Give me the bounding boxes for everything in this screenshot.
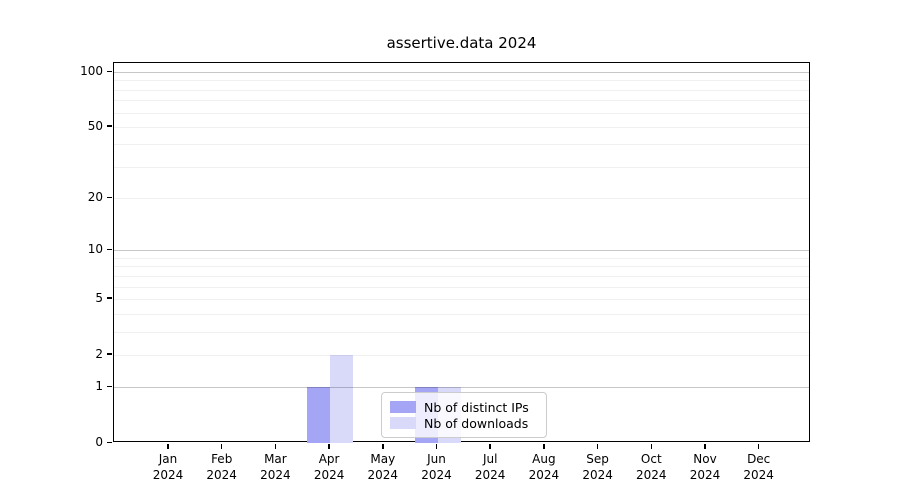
bar-apr-downloads xyxy=(330,354,354,443)
x-tick-mark-jan xyxy=(167,443,169,449)
x-tick-label-apr: Apr 2024 xyxy=(313,452,345,482)
x-tick-label-nov: Nov 2024 xyxy=(689,452,721,482)
x-tick-label-sep: Sep 2024 xyxy=(582,452,613,482)
legend-label: Nb of downloads xyxy=(424,415,529,431)
gridline-50 xyxy=(114,126,809,128)
gridline-40 xyxy=(114,144,809,146)
y-tick-mark-100 xyxy=(107,70,112,73)
gridline-3 xyxy=(114,331,809,333)
x-tick-label-feb: Feb 2024 xyxy=(206,452,237,482)
y-tick-label-5: 5 xyxy=(95,290,103,305)
x-tick-mark-apr xyxy=(328,443,330,449)
x-tick-mark-dec xyxy=(757,443,760,449)
gridline-7 xyxy=(114,275,809,277)
gridline-6 xyxy=(114,286,809,288)
legend-item-distinct-ips: Nb of distinct IPs xyxy=(390,400,538,415)
legend-item-downloads: Nb of downloads xyxy=(390,416,538,431)
y-tick-label-100: 100 xyxy=(80,64,103,79)
gridline-1 xyxy=(114,387,809,389)
gridline-70 xyxy=(114,100,809,102)
gridline-80 xyxy=(114,89,809,91)
y-tick-label-20: 20 xyxy=(87,190,103,205)
gridline-100 xyxy=(114,72,809,74)
gridline-60 xyxy=(114,112,809,114)
gridline-9 xyxy=(114,257,809,259)
x-tick-mark-mar xyxy=(274,443,277,449)
x-tick-mark-oct xyxy=(650,443,653,449)
legend-label: Nb of distinct IPs xyxy=(424,399,529,415)
x-tick-mark-may xyxy=(382,443,384,449)
plot-area: Nb of distinct IPs Nb of downloads xyxy=(113,62,810,443)
gridline-10 xyxy=(114,250,809,252)
y-tick-mark-50 xyxy=(107,125,112,127)
gridline-5 xyxy=(114,298,809,300)
y-tick-mark-10 xyxy=(107,248,112,251)
x-tick-mark-sep xyxy=(596,443,599,449)
gridline-8 xyxy=(114,266,809,268)
x-tick-label-oct: Oct 2024 xyxy=(636,452,667,482)
legend: Nb of distinct IPs Nb of downloads xyxy=(381,392,547,438)
x-tick-label-may: May 2024 xyxy=(367,452,399,482)
legend-swatch-distinct-ips xyxy=(390,401,416,413)
gridline-30 xyxy=(114,166,809,168)
y-tick-label-10: 10 xyxy=(87,242,103,257)
x-tick-label-dec: Dec 2024 xyxy=(743,452,774,482)
chart-title: assertive.data 2024 xyxy=(386,34,537,52)
bar-apr-distinct-ips xyxy=(307,387,331,443)
x-tick-label-jul: Jul 2024 xyxy=(474,452,506,482)
x-tick-label-mar: Mar 2024 xyxy=(260,452,291,482)
x-tick-mark-jul xyxy=(489,443,491,449)
gridline-4 xyxy=(114,313,809,315)
x-tick-label-jun: Jun 2024 xyxy=(421,452,452,482)
x-tick-mark-jun xyxy=(435,443,438,449)
gridline-2 xyxy=(114,354,809,356)
x-tick-mark-aug xyxy=(543,443,545,449)
x-tick-mark-feb xyxy=(220,443,223,449)
x-tick-mark-nov xyxy=(704,443,706,449)
y-tick-mark-0 xyxy=(107,441,112,443)
y-tick-label-1: 1 xyxy=(95,379,103,394)
x-tick-label-jan: Jan 2024 xyxy=(152,452,184,482)
y-tick-label-0: 0 xyxy=(95,435,103,449)
legend-swatch-downloads xyxy=(390,417,416,429)
gridline-90 xyxy=(114,80,809,82)
x-tick-label-aug: Aug 2024 xyxy=(528,452,560,482)
y-tick-mark-20 xyxy=(107,196,112,199)
y-tick-mark-2 xyxy=(107,353,112,355)
y-tick-label-2: 2 xyxy=(95,346,103,361)
y-tick-label-50: 50 xyxy=(87,118,103,133)
gridline-20 xyxy=(114,198,809,200)
y-tick-mark-1 xyxy=(107,385,112,388)
y-tick-mark-5 xyxy=(107,297,112,299)
